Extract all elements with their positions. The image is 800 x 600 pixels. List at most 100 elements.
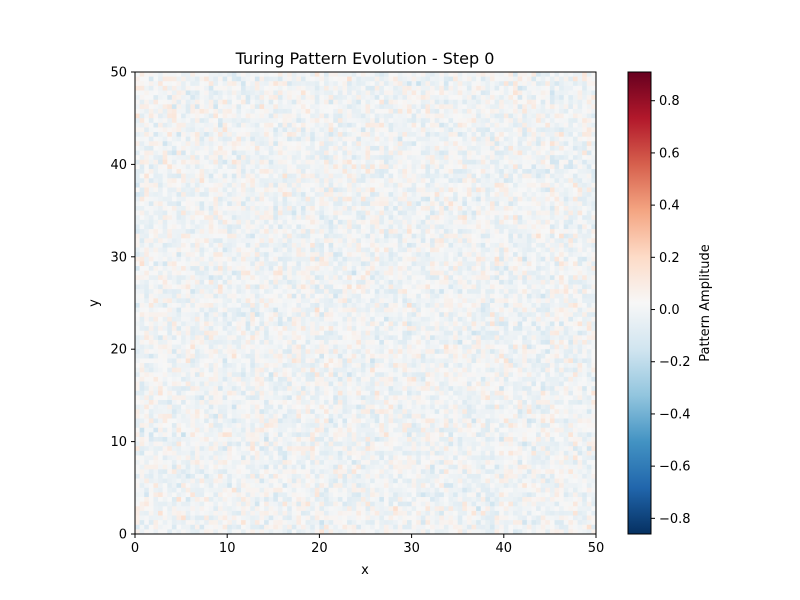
heatmap-cell (559, 118, 565, 124)
heatmap-cell (250, 247, 256, 253)
heatmap-cell (356, 266, 362, 272)
heatmap-cell (333, 85, 339, 91)
heatmap-cell (383, 196, 389, 202)
heatmap-cell (296, 256, 302, 262)
heatmap-cell (457, 256, 463, 262)
heatmap-cell (199, 261, 205, 267)
heatmap-cell (176, 229, 182, 235)
heatmap-cell (466, 247, 472, 253)
heatmap-cell (314, 266, 320, 272)
heatmap-cell (563, 224, 569, 230)
heatmap-cell (185, 76, 191, 82)
heatmap-cell (559, 293, 565, 299)
heatmap-cell (448, 178, 454, 184)
heatmap-cell (513, 150, 518, 156)
heatmap-cell (351, 210, 357, 216)
heatmap-cell (254, 150, 260, 156)
heatmap-cell (337, 275, 343, 281)
heatmap-cell (264, 242, 270, 248)
heatmap-cell (254, 187, 260, 193)
heatmap-cell (549, 293, 555, 299)
heatmap-cell (466, 192, 472, 198)
heatmap-cell (466, 90, 472, 96)
heatmap-cell (517, 173, 523, 179)
heatmap-cell (208, 256, 214, 262)
heatmap-cell (554, 95, 560, 101)
heatmap-cell (144, 118, 150, 124)
heatmap-cell (480, 145, 486, 151)
heatmap-cell (549, 247, 555, 253)
heatmap-cell (204, 99, 210, 105)
heatmap-cell (305, 205, 311, 211)
heatmap-cell (337, 229, 343, 235)
heatmap-cell (476, 155, 482, 161)
heatmap-cell (342, 210, 348, 216)
heatmap-cell (494, 261, 500, 267)
heatmap-cell (494, 90, 500, 96)
heatmap-cell (324, 289, 329, 295)
heatmap-cell (388, 219, 394, 225)
heatmap-cell (559, 104, 565, 110)
heatmap-cell (208, 233, 214, 239)
heatmap-cell (356, 118, 362, 124)
heatmap-cell (425, 201, 431, 207)
heatmap-cell (282, 182, 288, 188)
heatmap-cell (254, 169, 260, 174)
heatmap-cell (217, 178, 223, 184)
heatmap-cell (420, 289, 426, 295)
heatmap-cell (365, 293, 371, 299)
heatmap-cell (153, 261, 159, 267)
heatmap-cell (545, 155, 551, 161)
heatmap-cell (231, 118, 237, 124)
heatmap-cell (273, 164, 279, 170)
heatmap-cell (471, 298, 477, 304)
heatmap-cell (158, 229, 164, 235)
heatmap-cell (554, 122, 560, 128)
heatmap-cell (287, 261, 293, 267)
heatmap-cell (213, 141, 219, 147)
heatmap-cell (448, 261, 454, 267)
heatmap-cell (342, 132, 348, 138)
heatmap-cell (503, 252, 509, 258)
heatmap-cell (241, 187, 246, 193)
heatmap-cell (591, 122, 597, 128)
heatmap-cell (176, 173, 182, 179)
heatmap-cell (162, 266, 168, 272)
heatmap-cell (250, 205, 256, 211)
heatmap-cell (291, 293, 297, 299)
heatmap-cell (466, 201, 472, 207)
heatmap-cell (402, 238, 408, 244)
heatmap-cell (485, 279, 491, 285)
heatmap-cell (485, 270, 491, 276)
heatmap-cell (305, 293, 311, 299)
heatmap-cell (374, 256, 380, 262)
heatmap-cell (167, 256, 173, 262)
heatmap-cell (305, 169, 311, 174)
heatmap-cell (416, 275, 422, 281)
heatmap-cell (217, 173, 223, 179)
heatmap-cell (277, 145, 283, 151)
heatmap-cell (227, 201, 233, 207)
heatmap-cell (171, 159, 177, 165)
heatmap-cell (171, 127, 177, 133)
heatmap-cell (351, 256, 357, 262)
heatmap-cell (397, 95, 403, 101)
heatmap-cell (365, 205, 371, 211)
heatmap-cell (466, 136, 472, 142)
heatmap-cell (360, 95, 366, 101)
heatmap-cell (208, 275, 214, 281)
heatmap-cell (586, 261, 592, 267)
heatmap-cell (448, 90, 454, 96)
heatmap-cell (264, 141, 270, 147)
heatmap-cell (347, 108, 353, 114)
heatmap-cell (457, 118, 463, 124)
heatmap-cell (365, 132, 371, 138)
heatmap-cell (314, 118, 320, 124)
heatmap-cell (328, 118, 334, 124)
heatmap-cell (144, 196, 150, 202)
heatmap-cell (476, 127, 482, 133)
heatmap-cell (333, 205, 339, 211)
heatmap-cell (365, 210, 371, 216)
heatmap-cell (591, 113, 597, 119)
heatmap-cell (250, 90, 256, 96)
